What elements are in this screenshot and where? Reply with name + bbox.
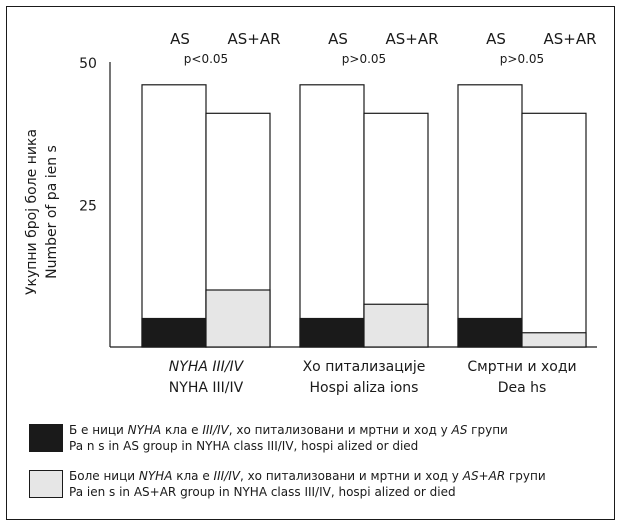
- legend-text: Боле ници NYHA кла е III/IV, хо питализо…: [69, 468, 546, 500]
- legend-text-part: Боле ници: [69, 469, 139, 483]
- bar-total-as: [457, 84, 523, 348]
- legend-text-part: кла е: [161, 423, 203, 437]
- bar-total-asar: [521, 112, 587, 348]
- figure-frame: [6, 6, 615, 520]
- bar-subset-as: [299, 317, 365, 348]
- bar-subset-as: [141, 317, 207, 348]
- category-label-en: Hospi aliza ions: [310, 380, 419, 396]
- group-header-as: AS: [486, 30, 506, 48]
- group-header-asar: AS+AR: [227, 30, 280, 48]
- legend-text-part: III/IV: [202, 423, 229, 437]
- category-label-sr: Хо питализације: [303, 359, 426, 375]
- legend-item: Боле ници NYHA кла е III/IV, хо питализо…: [29, 468, 619, 502]
- legend-line-sr: Боле ници NYHA кла е III/IV, хо питализо…: [69, 468, 546, 484]
- legend-text-part: групи: [505, 469, 546, 483]
- bar-total-as: [141, 84, 207, 348]
- legend-swatch: [29, 424, 63, 452]
- p-value-label: p<0.05: [184, 52, 228, 66]
- group-header-as: AS: [170, 30, 190, 48]
- legend-text-part: кла е: [172, 469, 214, 483]
- y-tick-label: 50: [79, 56, 97, 72]
- group-header-as: AS: [328, 30, 348, 48]
- y-tick-label: 25: [79, 199, 97, 215]
- legend-text-part: III/IV: [213, 469, 240, 483]
- legend-text-part: , хо питализовани и мртни и ход у: [228, 423, 452, 437]
- chart: 50 25 Укупни број боле ника Number of pa ie…: [24, 30, 597, 396]
- legend-line-en: Pa ien s in AS+AR group in NYHA class II…: [69, 485, 456, 499]
- legend-text-part: AS: [451, 423, 468, 437]
- legend-text-part: NYHA: [127, 423, 162, 437]
- bar-subset-asar: [363, 303, 429, 348]
- legend-text-part: AS+AR: [462, 469, 506, 483]
- legend-line-sr: Б е ници NYHA кла е III/IV, хо питализов…: [69, 422, 508, 438]
- legend-text-part: групи: [467, 423, 508, 437]
- y-axis-title-en: Number of pa ien s: [44, 145, 60, 279]
- group-header-asar: AS+AR: [543, 30, 596, 48]
- bar-subset-asar: [205, 289, 271, 348]
- legend-item: Б е ници NYHA кла е III/IV, хо питализов…: [29, 422, 619, 456]
- category-label-sr: Смртни и ходи: [467, 359, 576, 375]
- category-label-sr: NYHA III/IV: [169, 359, 245, 375]
- group-header-asar: AS+AR: [385, 30, 438, 48]
- category-label-en: Dea hs: [498, 380, 547, 396]
- bar-subset-asar: [521, 332, 587, 348]
- legend-text-part: Б е ници: [69, 423, 128, 437]
- p-value-label: p>0.05: [342, 52, 386, 66]
- bar-total-as: [299, 84, 365, 348]
- legend-text: Б е ници NYHA кла е III/IV, хо питализов…: [69, 422, 508, 454]
- y-axis-title-sr: Укупни број боле ника: [24, 129, 40, 295]
- legend-swatch: [29, 470, 63, 498]
- legend-text-part: NYHA: [138, 469, 173, 483]
- bar-subset-as: [457, 317, 523, 348]
- p-value-label: p>0.05: [500, 52, 544, 66]
- category-label-en: NYHA III/IV: [169, 380, 244, 396]
- legend-line-en: Pa n s in AS group in NYHA class III/IV,…: [69, 439, 419, 453]
- legend-text-part: , хо питализовани и мртни и ход у: [239, 469, 463, 483]
